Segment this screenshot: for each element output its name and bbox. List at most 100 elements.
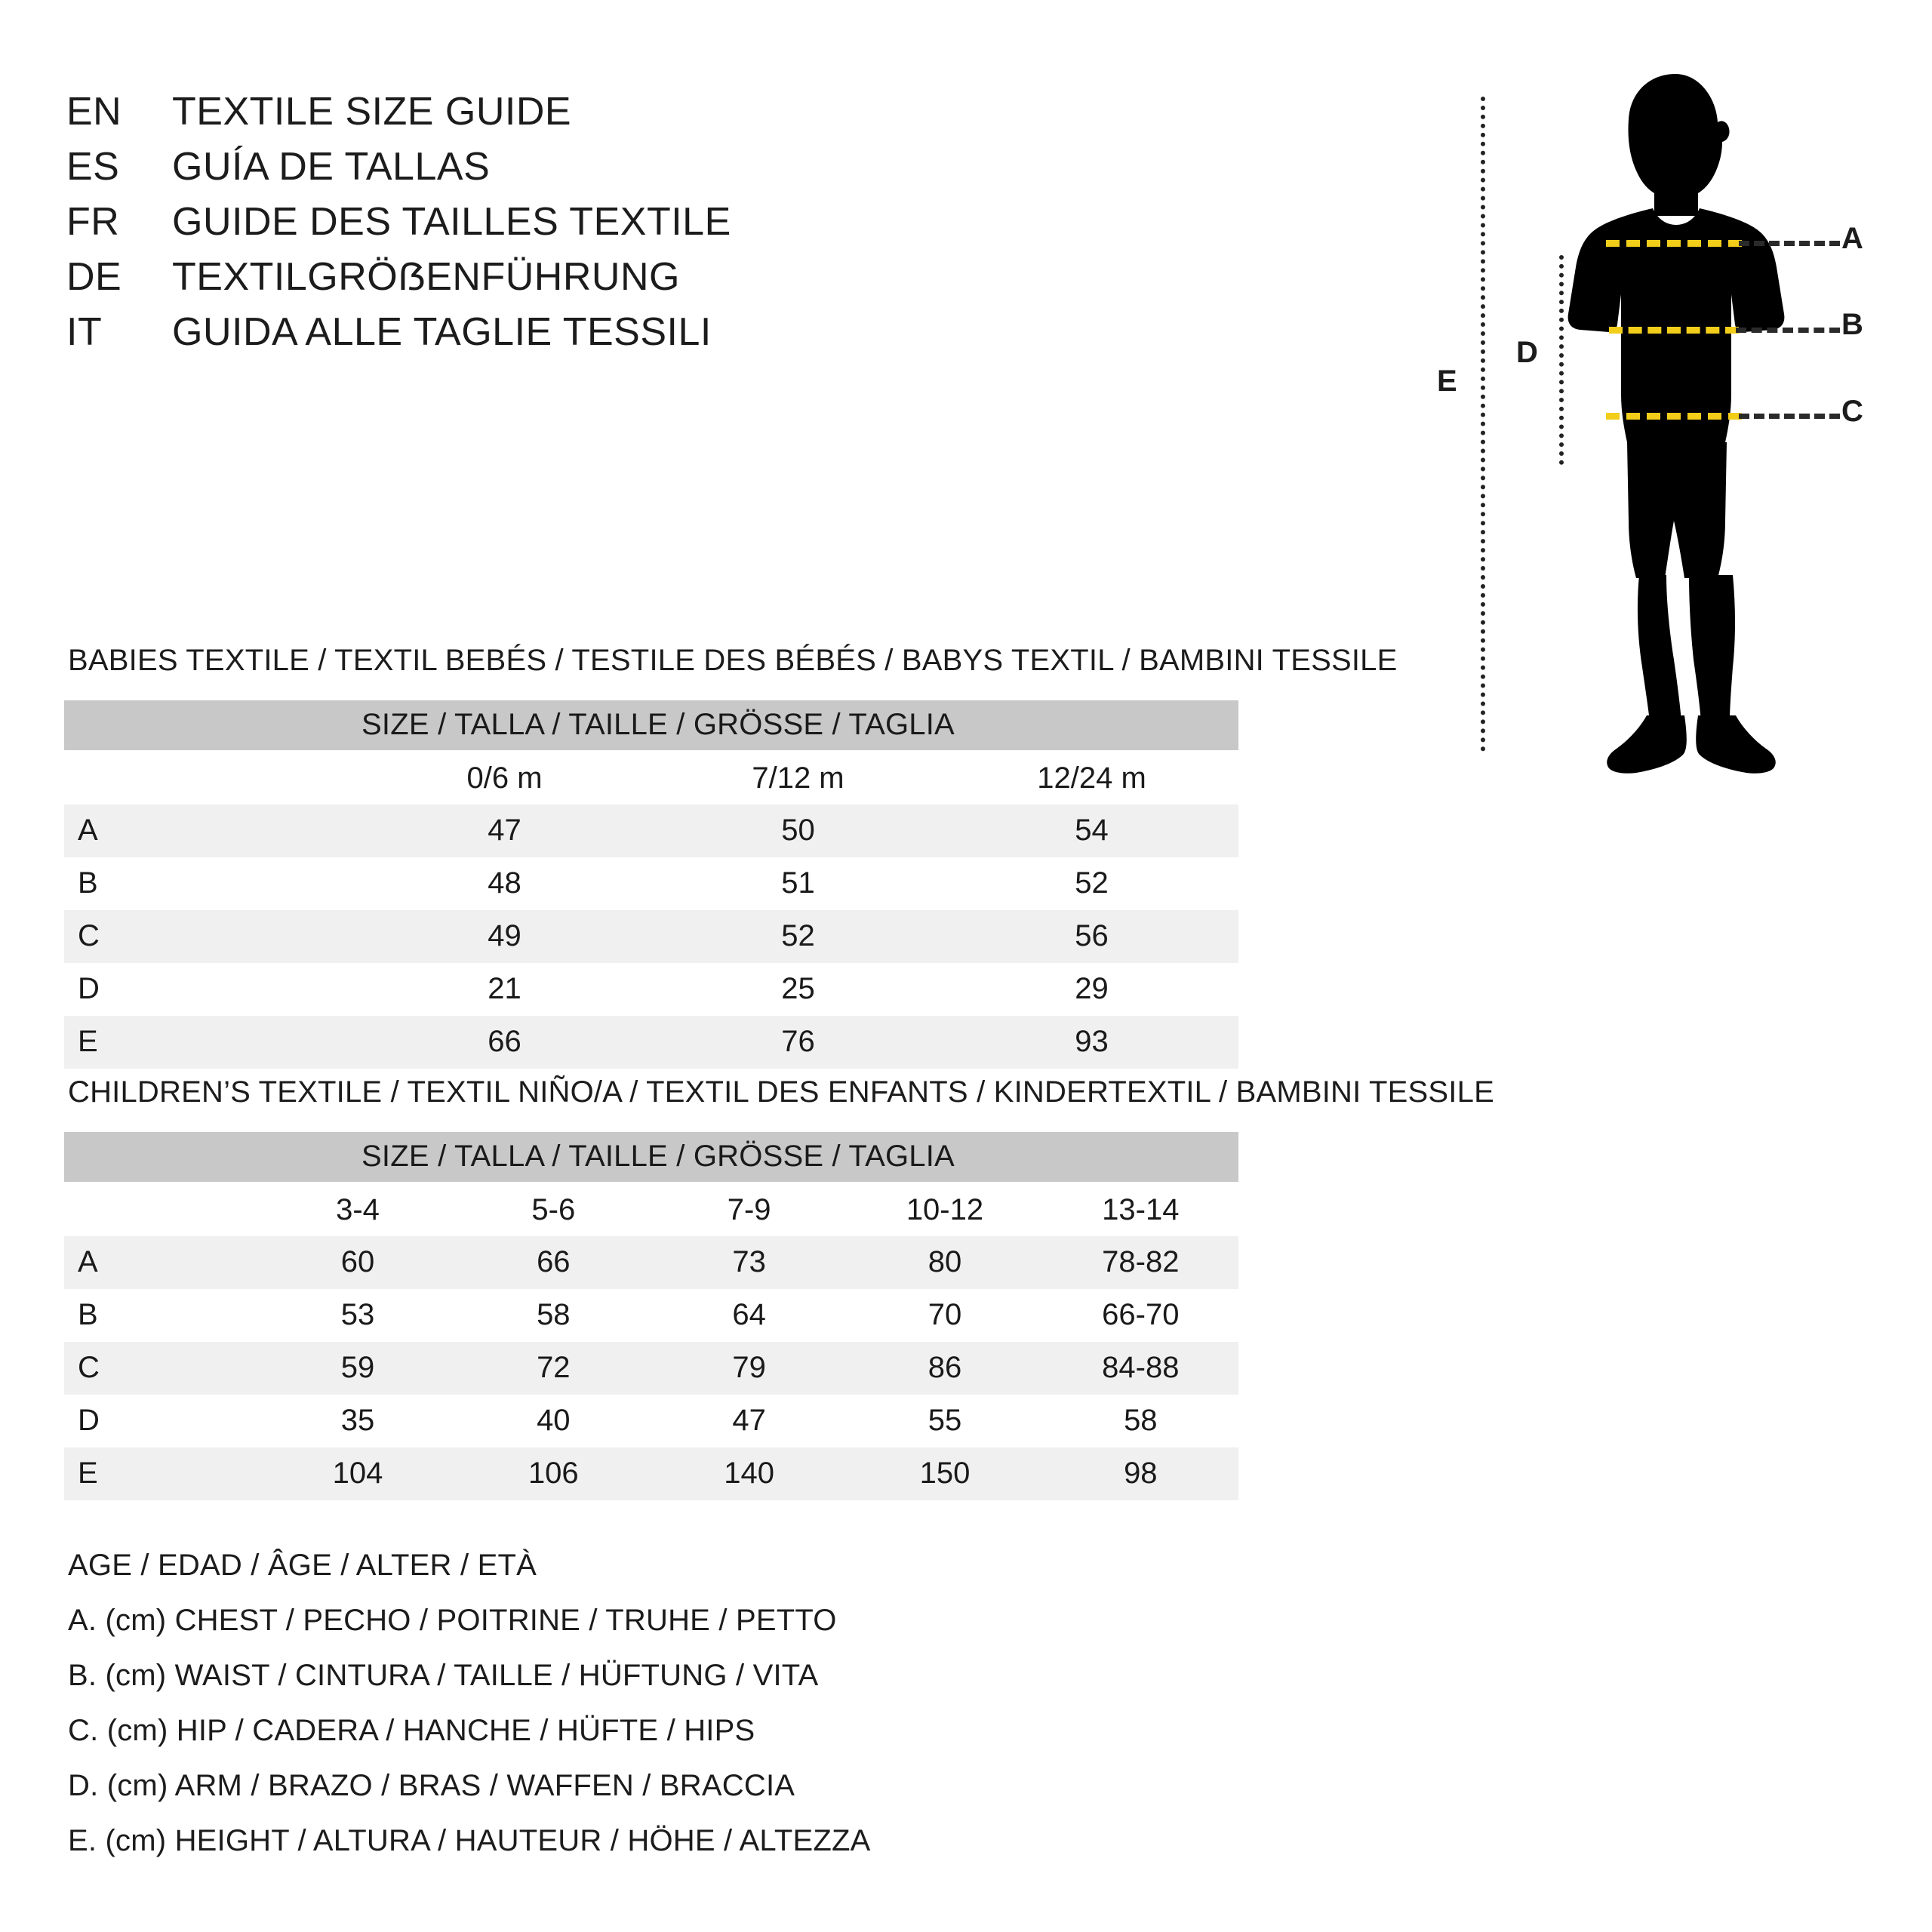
children-corner-cell <box>64 1182 260 1236</box>
language-title-it: GUIDA ALLE TAGLIE TESSILI <box>172 310 712 354</box>
babies-row-label-c: C <box>64 910 358 963</box>
language-row-it: IT GUIDA ALLE TAGLIE TESSILI <box>66 309 1387 365</box>
children-size-table: SIZE / TALLA / TAILLE / GRÖSSE / TAGLIA … <box>64 1132 1238 1500</box>
children-column-header-0: 3-4 <box>260 1182 456 1236</box>
babies-column-header-1: 7/12 m <box>651 750 945 804</box>
children-section-caption: CHILDREN’S TEXTILE / TEXTIL NIÑO/A / TEX… <box>68 1075 1494 1109</box>
children-cell-c-2: 79 <box>651 1342 848 1395</box>
children-cell-e-3: 150 <box>847 1447 1043 1500</box>
children-column-header-3: 10-12 <box>847 1182 1043 1236</box>
chest-leader-line-icon <box>1739 241 1840 246</box>
legend-line-chest: A. (cm) CHEST / PECHO / POITRINE / TRUHE… <box>68 1604 837 1637</box>
legend-line-height: E. (cm) HEIGHT / ALTURA / HAUTEUR / HÖHE… <box>68 1824 871 1857</box>
language-code-en: EN <box>66 90 122 134</box>
figure-label-c: C <box>1841 395 1863 428</box>
children-cell-a-3: 80 <box>847 1236 1043 1289</box>
children-size-header-row: SIZE / TALLA / TAILLE / GRÖSSE / TAGLIA <box>64 1132 1238 1182</box>
babies-cell-b-0: 48 <box>488 866 521 900</box>
legend-line-arm: D. (cm) ARM / BRAZO / BRAS / WAFFEN / BR… <box>68 1769 795 1802</box>
language-code-fr: FR <box>66 200 120 244</box>
language-title-fr: GUIDE DES TAILLES TEXTILE <box>172 200 731 244</box>
babies-size-header-row: SIZE / TALLA / TAILLE / GRÖSSE / TAGLIA <box>64 700 1238 750</box>
children-cell-a-2: 73 <box>651 1236 848 1289</box>
children-cell-c-4: 84-88 <box>1042 1342 1238 1395</box>
measurement-legend: AGE / EDAD / ÂGE / ALTER / ETÀ A. (cm) C… <box>68 1538 1275 1869</box>
babies-cell-c-0: 49 <box>358 910 651 963</box>
table-row: E 66 76 93 <box>64 1016 1238 1069</box>
babies-cell-d-0: 21 <box>488 971 521 1005</box>
babies-cell-e-0: 66 <box>358 1016 651 1069</box>
babies-row-label-e: E <box>64 1016 358 1069</box>
language-title-es: GUÍA DE TALLAS <box>172 145 491 189</box>
children-cell-e-0: 104 <box>260 1447 456 1500</box>
children-cell-b-3: 70 <box>928 1297 962 1331</box>
legend-line-hip: C. (cm) HIP / CADERA / HANCHE / HÜFTE / … <box>68 1714 755 1747</box>
babies-cell-a-1: 50 <box>651 804 945 857</box>
babies-row-label-b: B <box>78 866 98 900</box>
children-size-header-label: SIZE / TALLA / TAILLE / GRÖSSE / TAGLIA <box>64 1132 1238 1182</box>
language-code-es: ES <box>66 145 120 189</box>
table-row: B 48 51 52 <box>64 857 1238 910</box>
child-silhouette-icon <box>1567 74 1785 774</box>
children-cell-c-3: 86 <box>847 1342 1043 1395</box>
children-cell-c-1: 72 <box>455 1342 651 1395</box>
babies-corner-cell <box>64 750 358 804</box>
babies-cell-c-1: 52 <box>651 910 945 963</box>
table-row: B 53 58 64 70 66-70 <box>64 1289 1238 1342</box>
height-guide-line-icon <box>1481 97 1485 752</box>
children-cell-d-4: 58 <box>1124 1403 1158 1437</box>
table-row: E 104 106 140 150 98 <box>64 1447 1238 1500</box>
language-row-en: EN TEXTILE SIZE GUIDE <box>66 89 1387 144</box>
children-cell-b-1: 58 <box>537 1297 571 1331</box>
figure-label-b: B <box>1841 308 1863 341</box>
children-cell-d-2: 47 <box>732 1403 766 1437</box>
babies-column-header-2: 12/24 m <box>945 750 1238 804</box>
legend-line-waist: B. (cm) WAIST / CINTURA / TAILLE / HÜFTU… <box>68 1659 819 1692</box>
children-cell-e-2: 140 <box>651 1447 848 1500</box>
table-row: C 49 52 56 <box>64 910 1238 963</box>
children-cell-a-4: 78-82 <box>1042 1236 1238 1289</box>
chest-measure-line-icon <box>1606 240 1742 247</box>
waist-measure-line-icon <box>1609 327 1739 334</box>
waist-leader-line-icon <box>1736 328 1840 333</box>
language-header: EN TEXTILE SIZE GUIDE ES GUÍA DE TALLAS … <box>66 89 1387 365</box>
children-column-header-row: 3-4 5-6 7-9 10-12 13-14 <box>64 1182 1238 1236</box>
children-column-header-1: 5-6 <box>455 1182 651 1236</box>
children-row-label-e: E <box>64 1447 260 1500</box>
language-code-it: IT <box>66 310 103 354</box>
children-cell-a-1: 66 <box>455 1236 651 1289</box>
language-title-en: TEXTILE SIZE GUIDE <box>172 90 572 134</box>
children-cell-e-1: 106 <box>455 1447 651 1500</box>
legend-line-age: AGE / EDAD / ÂGE / ALTER / ETÀ <box>68 1549 537 1582</box>
children-cell-d-1: 40 <box>537 1403 571 1437</box>
babies-cell-b-2: 52 <box>1075 866 1109 900</box>
children-column-header-4: 13-14 <box>1042 1182 1238 1236</box>
babies-cell-e-1: 76 <box>651 1016 945 1069</box>
babies-row-label-d: D <box>78 971 100 1005</box>
figure-label-d: D <box>1516 336 1538 369</box>
children-row-label-c: C <box>64 1342 260 1395</box>
babies-cell-c-2: 56 <box>945 910 1238 963</box>
babies-cell-a-2: 54 <box>945 804 1238 857</box>
children-cell-b-0: 53 <box>340 1297 375 1331</box>
children-cell-b-4: 66-70 <box>1102 1297 1180 1331</box>
children-cell-a-0: 60 <box>260 1236 456 1289</box>
measurement-figure-diagram: E D A B C <box>1419 68 1887 777</box>
language-row-de: DE TEXTILGRÖẞENFÜHRUNG <box>66 254 1387 309</box>
babies-size-header-label: SIZE / TALLA / TAILLE / GRÖSSE / TAGLIA <box>64 700 1238 750</box>
children-row-label-d: D <box>78 1403 100 1437</box>
babies-cell-d-1: 25 <box>781 971 815 1005</box>
children-cell-d-0: 35 <box>340 1403 375 1437</box>
babies-column-header-row: 0/6 m 7/12 m 12/24 m <box>64 750 1238 804</box>
babies-cell-d-2: 29 <box>1075 971 1109 1005</box>
children-cell-d-3: 55 <box>928 1403 962 1437</box>
babies-row-label-a: A <box>64 804 358 857</box>
babies-cell-a-0: 47 <box>358 804 651 857</box>
hip-measure-line-icon <box>1606 413 1742 420</box>
table-row: A 47 50 54 <box>64 804 1238 857</box>
babies-cell-b-1: 51 <box>781 866 815 900</box>
table-row: D 35 40 47 55 58 <box>64 1395 1238 1447</box>
babies-column-header-0: 0/6 m <box>358 750 651 804</box>
children-cell-c-0: 59 <box>260 1342 456 1395</box>
table-row: A 60 66 73 80 78-82 <box>64 1236 1238 1289</box>
